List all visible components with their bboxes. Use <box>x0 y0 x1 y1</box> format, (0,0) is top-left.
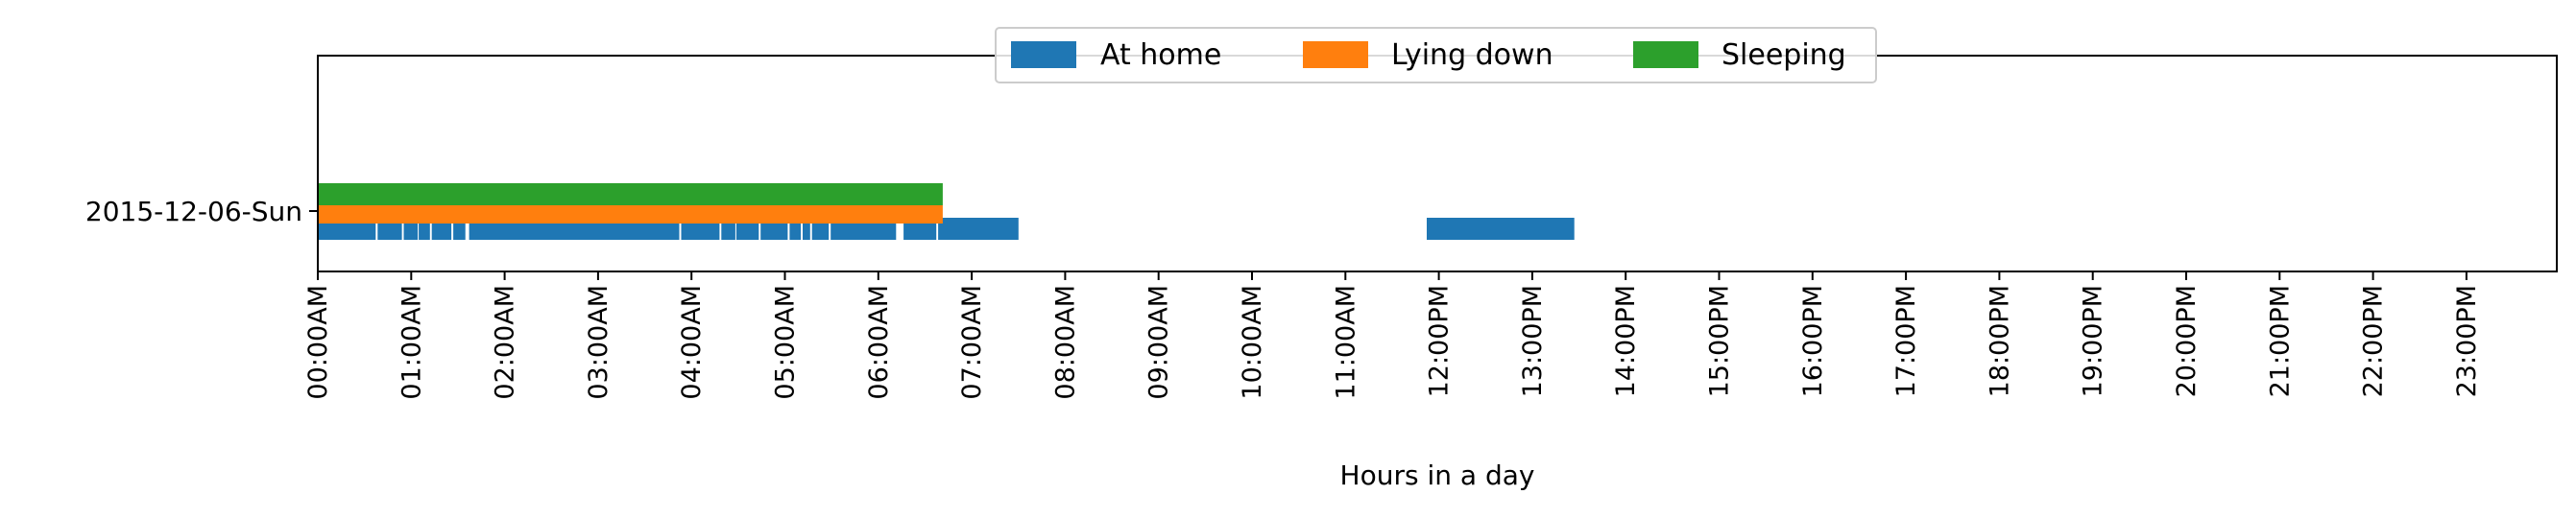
x-tick-label: 06:00AM <box>864 285 894 400</box>
x-tick-label: 21:00PM <box>2265 285 2295 397</box>
bar-at-home-16 <box>938 218 1019 240</box>
x-tick-label: 08:00AM <box>1050 285 1080 400</box>
legend-swatch-sleeping <box>1633 41 1698 68</box>
y-axis-ticks: 2015-12-06-Sun <box>85 196 318 227</box>
legend-swatch-lying-down <box>1303 41 1368 68</box>
x-tick-label: 02:00AM <box>491 285 520 400</box>
bar-sleeping-0 <box>318 183 943 205</box>
x-tick-label: 09:00AM <box>1144 285 1174 400</box>
legend-swatch-at-home <box>1011 41 1076 68</box>
x-axis-title: Hours in a day <box>1340 459 1535 491</box>
x-tick-label: 03:00AM <box>584 285 614 400</box>
y-category-label: 2015-12-06-Sun <box>85 196 302 227</box>
legend-label: At home <box>1100 38 1221 72</box>
bar-lying-down-0 <box>318 205 943 224</box>
x-tick-label: 20:00PM <box>2172 285 2202 397</box>
x-tick-label: 12:00PM <box>1425 285 1455 397</box>
x-tick-label: 16:00PM <box>1798 285 1828 397</box>
bar-at-home-17 <box>1427 218 1575 240</box>
x-tick-label: 00:00AM <box>303 285 333 400</box>
x-tick-label: 15:00PM <box>1705 285 1735 397</box>
x-tick-label: 19:00PM <box>2079 285 2108 397</box>
bar-at-home-12 <box>803 218 810 240</box>
x-tick-label: 10:00AM <box>1238 285 1267 400</box>
x-tick-label: 05:00AM <box>771 285 801 400</box>
bar-at-home-11 <box>789 218 802 240</box>
x-axis-ticks: 00:00AM 01:00AM 02:00AM 03:00AM 04:00AM 05:00… <box>303 271 2482 400</box>
data-bars <box>318 183 1575 240</box>
chart-legend: At home Lying down Sleeping <box>995 27 1877 83</box>
x-tick-label: 11:00AM <box>1331 285 1360 400</box>
bar-at-home-3 <box>419 218 430 240</box>
x-tick-label: 18:00PM <box>1985 285 2014 397</box>
x-tick-label: 14:00PM <box>1611 285 1641 397</box>
x-tick-label: 04:00AM <box>677 285 707 400</box>
x-tick-label: 07:00AM <box>957 285 987 400</box>
legend-label: Sleeping <box>1721 38 1846 72</box>
x-tick-label: 13:00PM <box>1518 285 1548 397</box>
x-tick-label: 23:00PM <box>2452 285 2482 397</box>
x-tick-label: 17:00PM <box>1891 285 1921 397</box>
x-tick-label: 22:00PM <box>2359 285 2389 397</box>
x-tick-label: 01:00AM <box>397 285 426 400</box>
legend-label: Lying down <box>1391 38 1553 72</box>
